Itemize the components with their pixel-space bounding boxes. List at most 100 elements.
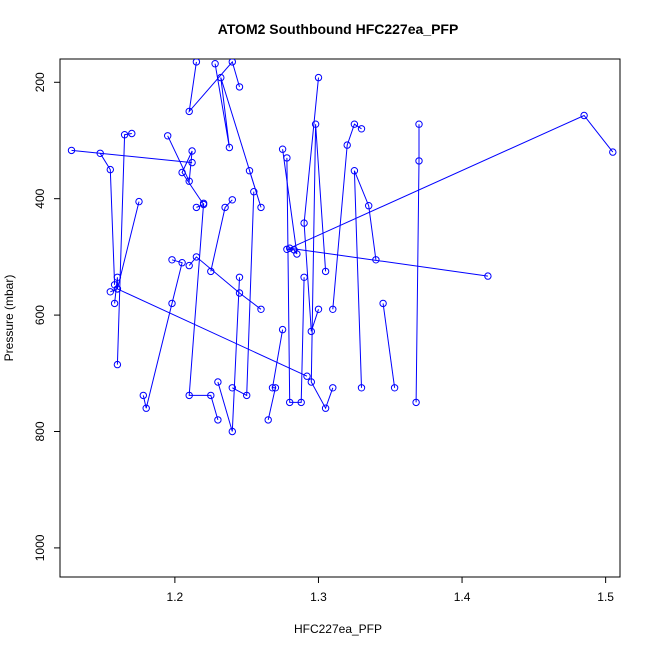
x-tick-label: 1.3 — [310, 590, 327, 604]
data-point — [185, 107, 193, 116]
series-1 — [113, 129, 136, 369]
series-12 — [211, 60, 265, 212]
y-tick-label: 600 — [33, 305, 47, 325]
data-point — [110, 299, 119, 308]
series-24 — [286, 111, 617, 280]
data-point — [415, 120, 423, 128]
data-point — [329, 305, 337, 313]
series-line — [287, 114, 614, 277]
data-point — [228, 427, 237, 436]
data-point — [106, 288, 115, 296]
data-point — [365, 202, 373, 210]
data-point — [135, 197, 143, 206]
series-line — [99, 153, 116, 285]
data-point — [307, 327, 315, 336]
series-line — [116, 133, 132, 365]
data-point — [142, 404, 150, 412]
series-line — [282, 149, 298, 255]
data-point — [214, 378, 222, 386]
series-23 — [412, 120, 423, 407]
series-line — [286, 157, 305, 403]
data-point — [192, 203, 201, 212]
data-point — [286, 244, 294, 252]
series-line — [332, 123, 362, 310]
series-19 — [307, 120, 337, 412]
data-point — [580, 111, 588, 120]
series-22 — [379, 299, 399, 392]
data-point — [228, 384, 237, 392]
series-line — [232, 191, 255, 397]
data-point — [264, 416, 272, 424]
y-tick-label: 200 — [33, 72, 47, 92]
series-line — [382, 303, 396, 388]
data-point — [357, 384, 366, 392]
x-tick-label: 1.2 — [167, 590, 184, 604]
data-point — [357, 125, 366, 133]
series-3 — [96, 149, 119, 289]
data-point — [225, 143, 234, 152]
data-point — [390, 384, 399, 392]
series-line — [217, 277, 240, 432]
series-line — [116, 201, 308, 377]
series-17 — [283, 154, 308, 407]
data-point — [128, 129, 136, 138]
data-point — [609, 148, 617, 156]
data-point — [314, 305, 323, 313]
data-point — [67, 146, 76, 155]
series-4 — [67, 146, 196, 167]
data-point — [278, 325, 287, 334]
x-axis: 1.2 1.3 1.4 1.5 — [167, 576, 614, 604]
series-2 — [106, 273, 122, 308]
data-point — [235, 289, 244, 297]
data-point — [120, 131, 129, 139]
data-point — [286, 398, 294, 407]
data-point — [188, 158, 196, 167]
data-point — [415, 157, 423, 165]
data-point — [199, 199, 208, 208]
series-18 — [300, 73, 323, 336]
data-point — [303, 372, 311, 380]
series-6 — [139, 256, 186, 412]
y-tick-label: 400 — [33, 188, 47, 208]
series-line — [267, 329, 284, 421]
data-point — [412, 398, 420, 407]
series-line — [210, 199, 233, 272]
series-7 — [164, 132, 208, 212]
data-point — [207, 391, 215, 400]
data-point — [221, 203, 229, 212]
data-point — [164, 132, 172, 140]
data-point — [268, 384, 277, 392]
data-point — [300, 219, 308, 227]
data-point — [250, 188, 258, 196]
x-tick-label: 1.4 — [454, 590, 471, 604]
chart-title: ATOM2 Southbound HFC227ea_PFP — [218, 21, 459, 37]
data-point — [321, 267, 330, 276]
data-point — [178, 259, 186, 267]
data-point — [235, 83, 244, 91]
data-point — [178, 168, 186, 177]
data-point — [311, 120, 320, 128]
data-point — [307, 378, 315, 386]
data-point — [245, 167, 254, 175]
data-point — [350, 120, 359, 128]
data-point — [271, 384, 280, 392]
data-point — [192, 59, 201, 66]
series-15 — [264, 325, 287, 424]
series-layer — [67, 59, 617, 436]
series-line — [188, 203, 219, 421]
y-tick-label: 800 — [33, 421, 47, 441]
data-point — [329, 384, 337, 392]
data-point — [211, 60, 219, 68]
data-point — [228, 59, 236, 66]
series-16 — [278, 145, 301, 258]
data-point — [235, 273, 244, 281]
data-point — [185, 177, 193, 185]
data-point — [297, 398, 305, 407]
data-point — [214, 416, 222, 424]
data-point — [243, 391, 251, 400]
data-point — [168, 256, 176, 264]
series-line — [310, 124, 334, 410]
data-point — [278, 145, 287, 153]
series-9 — [185, 59, 244, 116]
x-tick-label: 1.5 — [597, 590, 614, 604]
